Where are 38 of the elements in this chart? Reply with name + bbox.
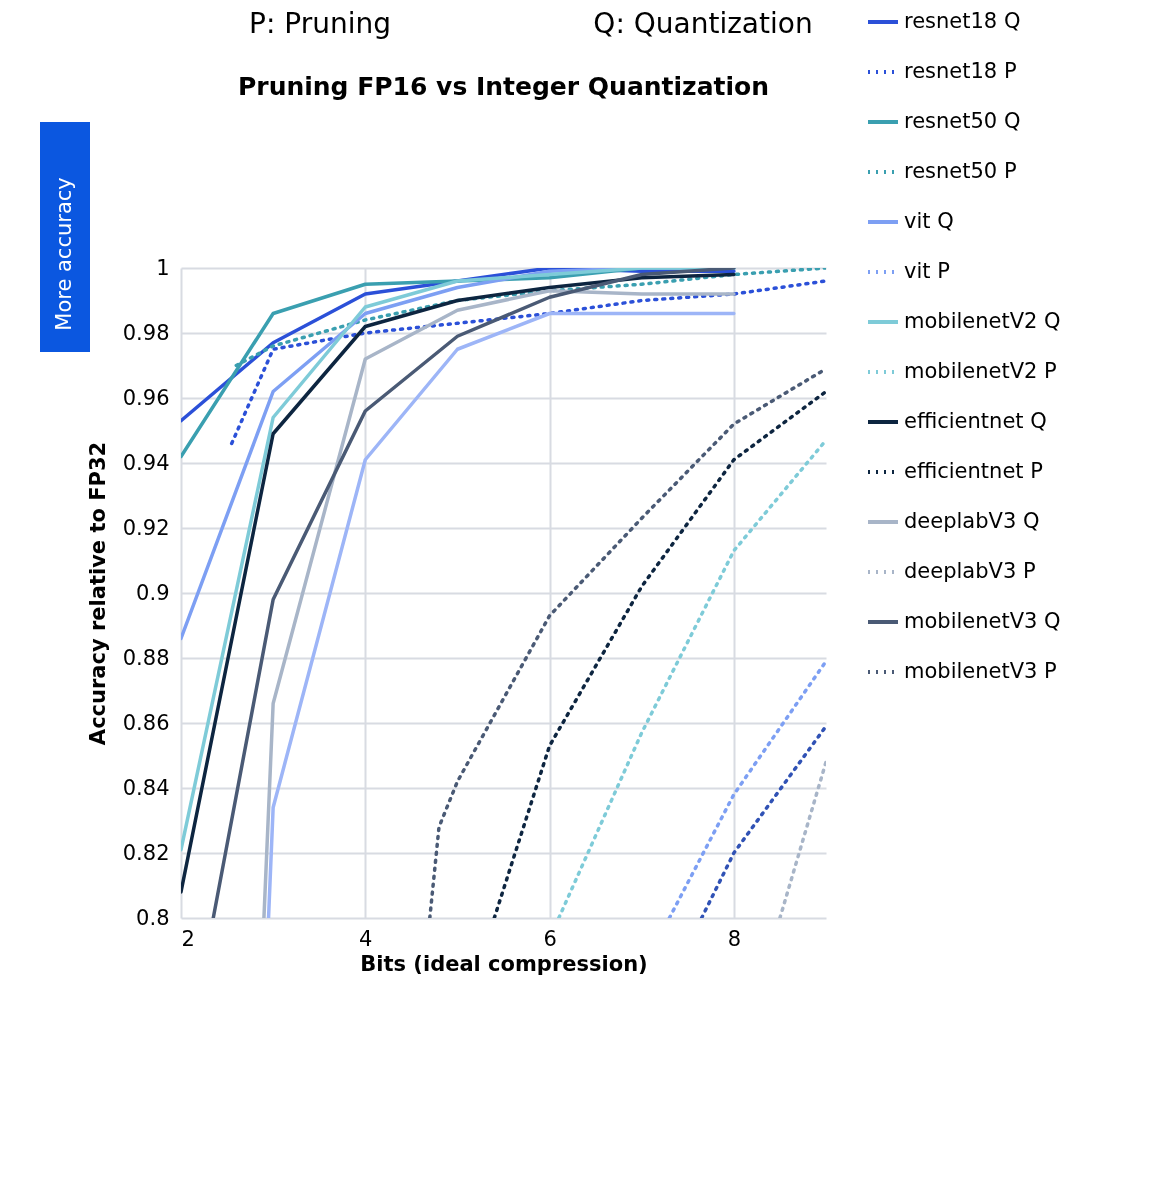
y-tick-label: 0.8 — [136, 905, 170, 930]
legend-label: mobilenetV3 P — [904, 659, 1057, 683]
y-tick-label: 0.96 — [122, 385, 170, 410]
x-tick-label: 4 — [359, 926, 373, 951]
legend-label: deeplabV3 P — [904, 559, 1036, 583]
x-tick-label: 2 — [181, 926, 195, 951]
line-series — [229, 279, 826, 446]
legend-label: vit P — [904, 259, 950, 283]
y-tick-label: 0.92 — [122, 515, 170, 540]
legend-label: resnet50 P — [904, 159, 1017, 183]
line-series — [492, 389, 826, 918]
legend-label: mobilenetV2 P — [904, 359, 1057, 383]
x-tick-label: 6 — [543, 926, 557, 951]
y-tick-label: 0.98 — [122, 320, 170, 345]
legend-label: mobilenetV2 Q — [904, 309, 1061, 333]
y-tick-label: 0.84 — [122, 775, 170, 800]
chart-title: Pruning FP16 vs Integer Quantization — [237, 72, 770, 101]
legend-label: mobilenetV3 Q — [904, 609, 1061, 633]
text: Q: Quantization — [593, 7, 813, 40]
line-series — [428, 367, 826, 918]
y-tick-label: 0.86 — [122, 710, 170, 735]
legend-label: efficientnet P — [904, 459, 1043, 483]
legend-label: resnet18 P — [904, 59, 1017, 83]
y-tick-label: 0.9 — [136, 580, 170, 605]
legend-label: vit Q — [904, 209, 954, 233]
y-tick-label: 1 — [156, 255, 170, 280]
y-tick-label: 0.82 — [122, 840, 170, 865]
legend-label: resnet50 Q — [904, 109, 1021, 133]
x-tick-label: 8 — [727, 926, 742, 951]
legend-label: resnet18 Q — [904, 9, 1021, 33]
text: More accuracy — [52, 177, 76, 331]
x-axis-title: Bits (ideal compression) — [360, 951, 648, 976]
y-tick-label: 0.94 — [122, 450, 170, 475]
legend-label: deeplabV3 Q — [904, 509, 1040, 533]
legend-label: efficientnet Q — [904, 409, 1047, 433]
y-tick-label: 0.88 — [122, 645, 170, 670]
text: P: Pruning — [249, 7, 391, 40]
y-axis-title: Accuracy relative to FP32 — [85, 441, 110, 746]
